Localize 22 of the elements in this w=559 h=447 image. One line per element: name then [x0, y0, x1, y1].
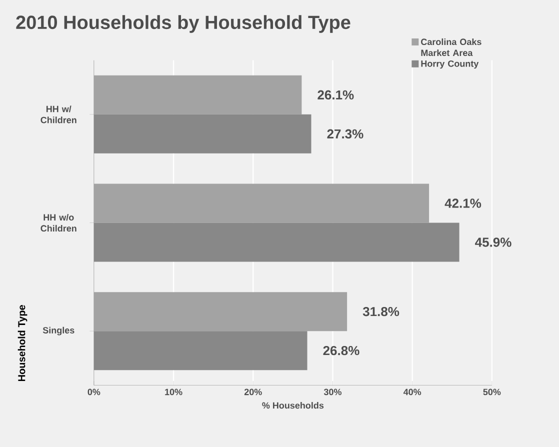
y-tick-label: HH w/o Children [40, 214, 76, 232]
x-tick-label: 0% [88, 388, 100, 396]
bar [94, 184, 430, 223]
bar [94, 292, 348, 332]
data-label: 42.1% [444, 198, 482, 208]
legend-label: Horry County [421, 60, 479, 69]
y-axis-title: Household Type [18, 305, 28, 382]
data-label: 26.8% [323, 346, 360, 356]
x-tick-label: 10% [165, 388, 182, 396]
data-label: 45.9% [475, 238, 512, 247]
x-tick-label: 30% [324, 388, 342, 396]
y-tick-label: HH w/ Children [40, 106, 76, 124]
x-tick-label: 20% [244, 388, 262, 396]
x-axis-title: % Households [262, 402, 324, 409]
x-tick-label: 40% [403, 388, 422, 396]
data-label: 26.1% [318, 90, 354, 100]
data-label: 27.3% [327, 129, 364, 139]
data-label: 31.8% [362, 306, 400, 316]
legend-label: Carolina Oaks Market Area [421, 38, 482, 56]
chart-title: 2010 Households by Household Type [16, 15, 350, 33]
x-tick-label: 50% [483, 388, 501, 396]
y-tick-label: Singles [42, 326, 74, 336]
